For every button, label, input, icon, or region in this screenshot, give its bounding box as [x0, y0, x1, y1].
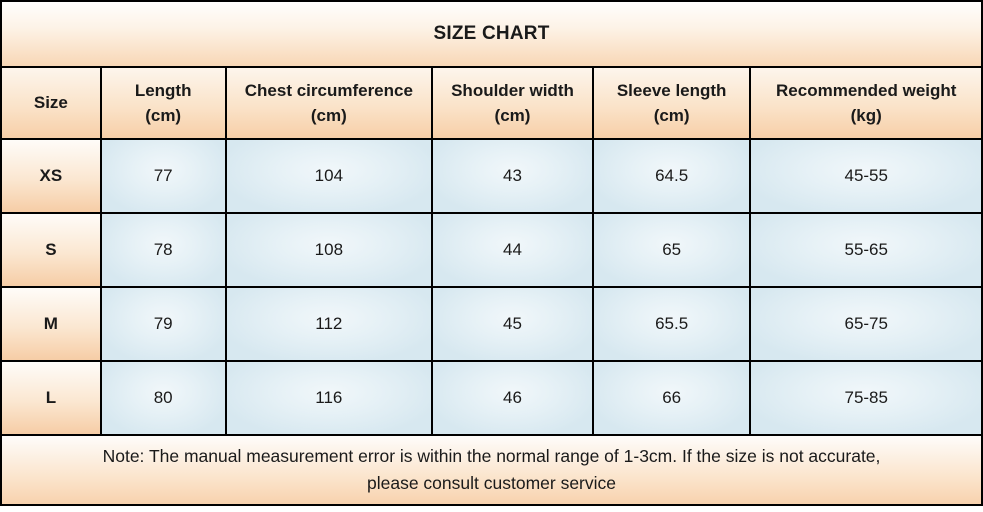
table-row-s: S 78 108 44 65 55-65: [0, 212, 983, 288]
column-header-name: Length: [134, 80, 192, 100]
length-cell: 79: [99, 286, 227, 362]
note-row: Note: The manual measurement error is wi…: [0, 434, 983, 506]
length-cell: 80: [99, 360, 227, 436]
weight-cell: 55-65: [749, 212, 983, 288]
column-header-weight: Recommended weight (kg): [749, 66, 983, 140]
size-label-cell: L: [0, 360, 102, 436]
weight-cell: 75-85: [749, 360, 983, 436]
measurement-note: Note: The manual measurement error is wi…: [0, 434, 983, 506]
column-header-chest: Chest circumference (cm): [224, 66, 434, 140]
weight-cell: 45-55: [749, 138, 983, 214]
column-header-unit: (cm): [494, 106, 531, 125]
chest-cell: 108: [224, 212, 434, 288]
size-label-cell: XS: [0, 138, 102, 214]
chest-cell: 112: [224, 286, 434, 362]
chart-title: SIZE CHART: [0, 0, 983, 68]
sleeve-cell: 64.5: [591, 138, 752, 214]
column-header-shoulder: Shoulder width (cm): [431, 66, 594, 140]
column-header-unit: (kg): [850, 106, 882, 125]
column-header-unit: (cm): [653, 106, 690, 125]
column-header-name: Size: [33, 93, 68, 113]
shoulder-cell: 44: [431, 212, 594, 288]
chest-cell: 116: [224, 360, 434, 436]
column-header-sleeve: Sleeve length (cm): [591, 66, 752, 140]
title-row: SIZE CHART: [0, 0, 983, 68]
table-row-m: M 79 112 45 65.5 65-75: [0, 286, 983, 362]
length-cell: 78: [99, 212, 227, 288]
weight-cell: 65-75: [749, 286, 983, 362]
sleeve-cell: 65.5: [591, 286, 752, 362]
column-header-size: Size: [0, 66, 102, 140]
column-header-name: Shoulder width: [451, 80, 574, 100]
header-row: Size Length (cm) Chest circumference (cm…: [0, 66, 983, 140]
shoulder-cell: 45: [431, 286, 594, 362]
note-line-2: please consult customer service: [367, 473, 616, 493]
sleeve-cell: 66: [591, 360, 752, 436]
note-line-1: Note: The manual measurement error is wi…: [102, 445, 881, 466]
shoulder-cell: 46: [431, 360, 594, 436]
column-header-unit: (cm): [310, 106, 347, 125]
size-label-cell: S: [0, 212, 102, 288]
table-row-l: L 80 116 46 66 75-85: [0, 360, 983, 436]
chest-cell: 104: [224, 138, 434, 214]
size-label-cell: M: [0, 286, 102, 362]
table-row-xs: XS 77 104 43 64.5 45-55: [0, 138, 983, 214]
sleeve-cell: 65: [591, 212, 752, 288]
column-header-name: Recommended weight: [776, 80, 957, 100]
length-cell: 77: [99, 138, 227, 214]
column-header-length: Length (cm): [99, 66, 227, 140]
column-header-name: Chest circumference: [244, 80, 413, 100]
shoulder-cell: 43: [431, 138, 594, 214]
column-header-name: Sleeve length: [616, 80, 727, 100]
column-header-unit: (cm): [145, 106, 182, 125]
